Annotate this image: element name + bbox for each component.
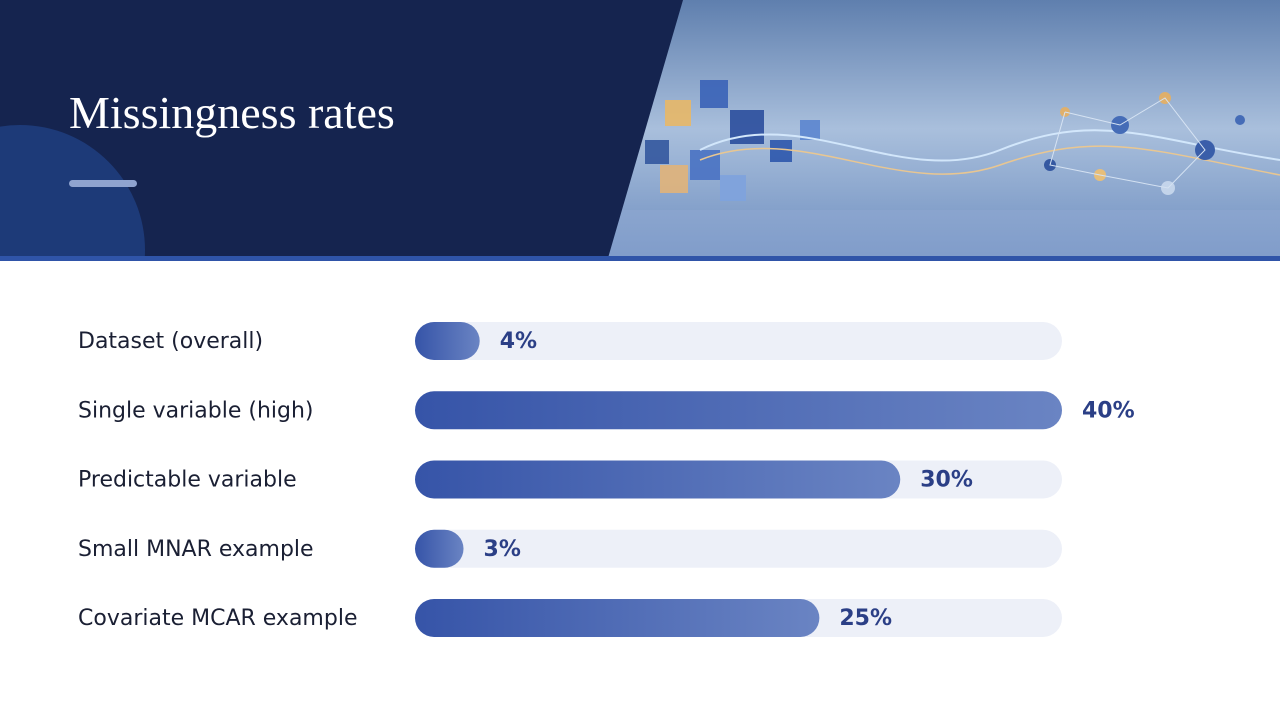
header-circle (0, 125, 145, 258)
chart-title: Missingness rates (69, 87, 395, 138)
decoration (600, 80, 1280, 258)
bar (415, 460, 901, 499)
category-label: Small MNAR example (78, 537, 314, 562)
bar (415, 322, 480, 360)
header-panel (0, 0, 683, 258)
category-label: Covariate MCAR example (78, 606, 357, 631)
bar-track (415, 529, 1062, 568)
bar (415, 529, 464, 568)
category-label: Predictable variable (78, 468, 297, 493)
value-label: 30% (920, 468, 973, 493)
accent-line (69, 180, 137, 187)
bar (415, 391, 1062, 430)
value-label: 4% (500, 329, 537, 354)
header (0, 0, 1280, 258)
header-strip (0, 256, 1280, 261)
bar-track (415, 322, 1062, 360)
category-label: Single variable (high) (78, 398, 314, 423)
value-label: 25% (839, 606, 892, 631)
bar (415, 599, 820, 637)
category-label: Dataset (overall) (78, 329, 263, 354)
value-label: 40% (1082, 398, 1135, 423)
value-label: 3% (484, 537, 521, 562)
